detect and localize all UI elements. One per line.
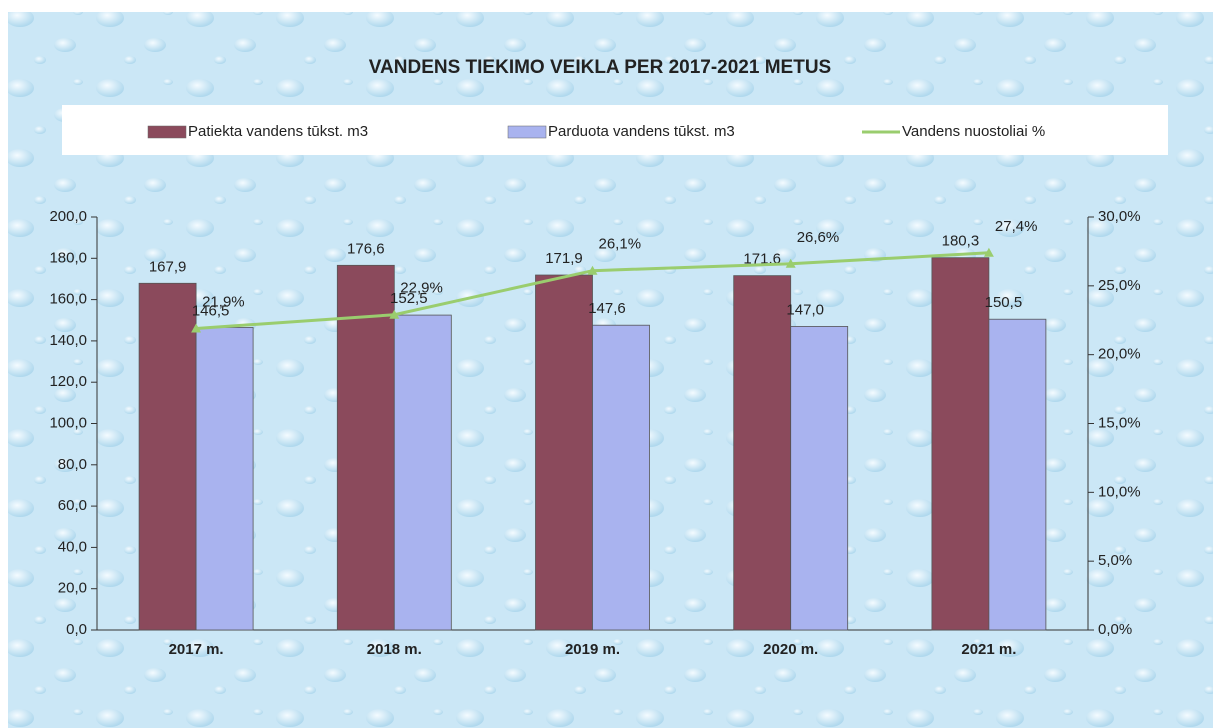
data-label: 26,6% <box>797 229 840 246</box>
y2-tick-label: 25,0% <box>1098 277 1141 294</box>
legend-swatch <box>147 125 187 139</box>
line-marker <box>587 265 598 275</box>
data-label: 21,9% <box>202 293 245 310</box>
y-tick-label: 0,0 <box>66 621 87 638</box>
legend-swatch <box>507 125 547 139</box>
data-label: 171,9 <box>545 250 583 267</box>
y-tick-label: 180,0 <box>49 249 87 266</box>
x-tick-label: 2020 m. <box>763 641 818 658</box>
y-tick-label: 80,0 <box>58 456 87 473</box>
y-tick-label: 120,0 <box>49 373 87 390</box>
data-label: 180,3 <box>942 233 980 250</box>
chart-title: VANDENS TIEKIMO VEIKLA PER 2017-2021 MET… <box>369 57 831 78</box>
line-marker <box>389 309 400 319</box>
y2-tick-label: 15,0% <box>1098 414 1141 431</box>
line-marker <box>983 247 994 257</box>
line-marker <box>785 258 796 268</box>
data-label: 146,5 <box>192 302 230 319</box>
bar <box>988 318 1047 631</box>
bar <box>393 314 452 631</box>
y2-tick-label: 30,0% <box>1098 208 1141 225</box>
data-label: 167,9 <box>149 258 187 275</box>
bar <box>138 282 197 631</box>
data-label: 150,5 <box>985 294 1023 311</box>
data-label: 147,0 <box>786 301 824 318</box>
bar <box>790 326 849 631</box>
y2-tick-label: 5,0% <box>1098 552 1132 569</box>
data-label: 147,6 <box>588 300 626 317</box>
data-label: 27,4% <box>995 218 1038 235</box>
y-tick-label: 100,0 <box>49 414 87 431</box>
bar <box>336 264 395 631</box>
y2-tick-label: 0,0% <box>1098 621 1132 638</box>
legend-label: Vandens nuostoliai % <box>902 123 1045 140</box>
bar <box>592 324 650 631</box>
y-tick-label: 40,0 <box>58 538 87 555</box>
legend-label: Patiekta vandens tūkst. m3 <box>188 123 368 140</box>
y-tick-label: 60,0 <box>58 497 87 514</box>
x-tick-label: 2019 m. <box>565 641 620 658</box>
line-marker <box>191 323 202 333</box>
data-label: 176,6 <box>347 240 385 257</box>
bar <box>733 275 792 631</box>
data-label: 22,9% <box>400 280 443 297</box>
y2-tick-label: 10,0% <box>1098 483 1141 500</box>
legend-label: Parduota vandens tūkst. m3 <box>548 123 735 140</box>
bar <box>931 257 990 631</box>
data-label: 26,1% <box>599 236 642 253</box>
y2-tick-label: 20,0% <box>1098 346 1141 363</box>
legend <box>62 105 1168 155</box>
y-tick-label: 160,0 <box>49 291 87 308</box>
bar <box>195 327 254 631</box>
y-tick-label: 20,0 <box>58 580 87 597</box>
y-tick-label: 200,0 <box>49 208 87 225</box>
x-tick-label: 2017 m. <box>169 641 224 658</box>
bar <box>535 274 593 631</box>
data-label: 152,5 <box>390 290 428 307</box>
x-tick-label: 2021 m. <box>961 641 1016 658</box>
y-tick-label: 140,0 <box>49 332 87 349</box>
x-tick-label: 2018 m. <box>367 641 422 658</box>
